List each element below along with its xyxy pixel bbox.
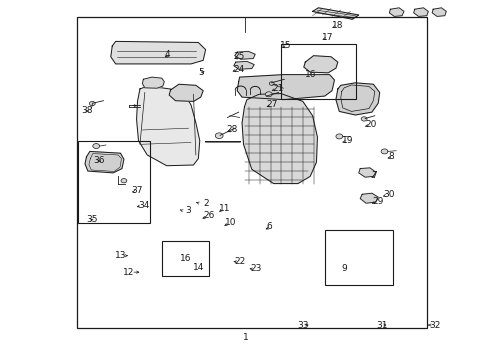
Text: 31: 31 [376, 320, 387, 329]
Text: 13: 13 [115, 251, 126, 260]
Polygon shape [335, 83, 379, 115]
Circle shape [121, 179, 126, 183]
Text: 20: 20 [365, 120, 376, 129]
Circle shape [361, 117, 366, 121]
Text: 7: 7 [370, 171, 376, 180]
Text: 11: 11 [219, 204, 230, 213]
Bar [281, 44, 356, 99]
Text: 18: 18 [331, 21, 343, 30]
Text: 33: 33 [296, 320, 308, 329]
Circle shape [93, 144, 100, 149]
Polygon shape [237, 75, 334, 100]
Polygon shape [360, 193, 377, 203]
Polygon shape [111, 41, 205, 64]
Text: 36: 36 [94, 156, 105, 165]
Circle shape [269, 82, 274, 85]
Circle shape [89, 102, 95, 106]
Text: 6: 6 [266, 222, 272, 231]
Polygon shape [136, 87, 200, 166]
Text: 35: 35 [86, 215, 98, 224]
Text: 28: 28 [226, 126, 237, 135]
Text: 4: 4 [164, 50, 169, 59]
Circle shape [215, 133, 223, 139]
Polygon shape [303, 56, 337, 73]
Bar [77, 18, 426, 328]
Text: 3: 3 [185, 206, 190, 215]
Text: 26: 26 [203, 211, 214, 220]
Text: 17: 17 [322, 33, 333, 42]
Text: 23: 23 [250, 264, 261, 273]
Text: 12: 12 [122, 268, 134, 277]
Text: 32: 32 [428, 320, 440, 329]
Text: 1: 1 [242, 333, 248, 342]
Text: 30: 30 [382, 190, 394, 199]
Text: 2: 2 [203, 199, 208, 208]
Polygon shape [85, 152, 123, 173]
Text: 19: 19 [341, 136, 352, 145]
Circle shape [335, 134, 342, 139]
Text: 9: 9 [341, 264, 347, 273]
Bar [162, 241, 209, 276]
Text: 14: 14 [193, 263, 204, 272]
Polygon shape [358, 168, 375, 177]
Polygon shape [312, 8, 358, 19]
Polygon shape [388, 8, 403, 17]
Circle shape [265, 92, 272, 97]
Text: 29: 29 [371, 197, 383, 206]
Text: 8: 8 [387, 152, 393, 161]
Text: 10: 10 [224, 219, 236, 228]
Polygon shape [242, 94, 317, 184]
Text: 24: 24 [233, 65, 244, 74]
Text: 16: 16 [180, 254, 191, 263]
Polygon shape [169, 84, 203, 102]
Text: 22: 22 [234, 257, 245, 266]
Text: 38: 38 [81, 106, 93, 115]
Polygon shape [234, 51, 255, 59]
Polygon shape [413, 8, 427, 17]
Text: 37: 37 [131, 186, 142, 195]
Text: 25: 25 [233, 52, 244, 61]
Text: 27: 27 [265, 100, 277, 109]
Text: 21: 21 [272, 84, 283, 93]
Text: 34: 34 [138, 201, 150, 210]
Text: 15: 15 [279, 41, 290, 50]
Circle shape [380, 149, 387, 154]
Bar [324, 230, 392, 285]
Polygon shape [431, 8, 446, 17]
Text: 16: 16 [304, 70, 316, 79]
Text: 5: 5 [198, 68, 203, 77]
Polygon shape [233, 62, 254, 69]
Bar [78, 141, 150, 223]
Polygon shape [142, 77, 164, 88]
